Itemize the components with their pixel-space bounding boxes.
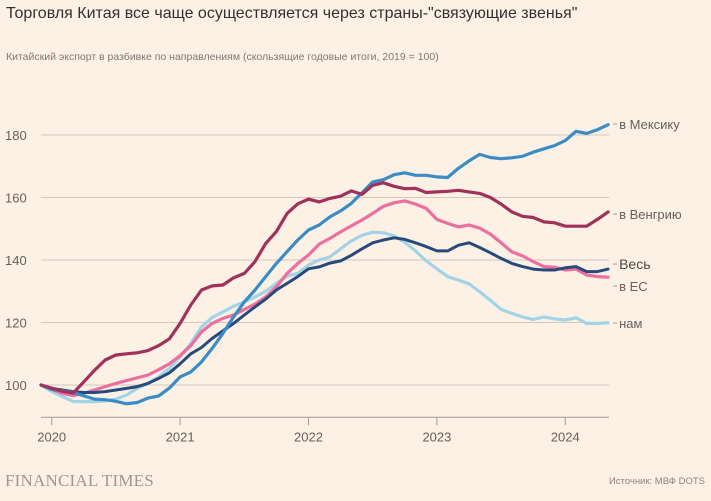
gridlines — [41, 134, 609, 386]
series-line-3 — [39, 199, 610, 398]
series-labels: в Мексику в Венгрию Весь в ЕС нам — [613, 117, 682, 331]
series-line-0 — [39, 123, 610, 406]
y-tick-label: 180 — [5, 128, 27, 143]
series-label: Весь — [619, 256, 650, 272]
series-label: в Венгрию — [619, 207, 682, 222]
chart-subtitle: Китайский экспорт в разбивке по направле… — [6, 51, 439, 63]
series-label: в Мексику — [619, 117, 680, 132]
x-tick-label: 2021 — [166, 429, 195, 444]
series-line-4 — [39, 230, 610, 404]
ft-logo: FINANCIAL TIMES — [5, 471, 154, 490]
source-note: Источник: МВФ DOTS — [608, 476, 705, 487]
x-tick-label: 2024 — [551, 429, 580, 444]
x-tick-label: 2020 — [37, 429, 66, 444]
chart-title: Торговля Китая все чаще осуществляется ч… — [6, 5, 578, 22]
series-label: в ЕС — [619, 279, 648, 294]
y-tick-label: 140 — [5, 253, 27, 268]
x-tick-label: 2022 — [294, 429, 323, 444]
x-tick-label: 2023 — [422, 429, 451, 444]
y-tick-label: 160 — [5, 191, 27, 206]
series-line-2 — [39, 236, 610, 394]
x-axis: 2020 2021 2022 2023 2024 — [37, 416, 609, 444]
y-tick-label: 120 — [5, 316, 27, 331]
y-axis-ticks: 100 120 140 160 180 — [5, 128, 27, 393]
series-label: нам — [619, 316, 642, 331]
y-tick-label: 100 — [5, 378, 27, 393]
series-lines — [39, 123, 610, 406]
series-line-1 — [39, 181, 610, 395]
